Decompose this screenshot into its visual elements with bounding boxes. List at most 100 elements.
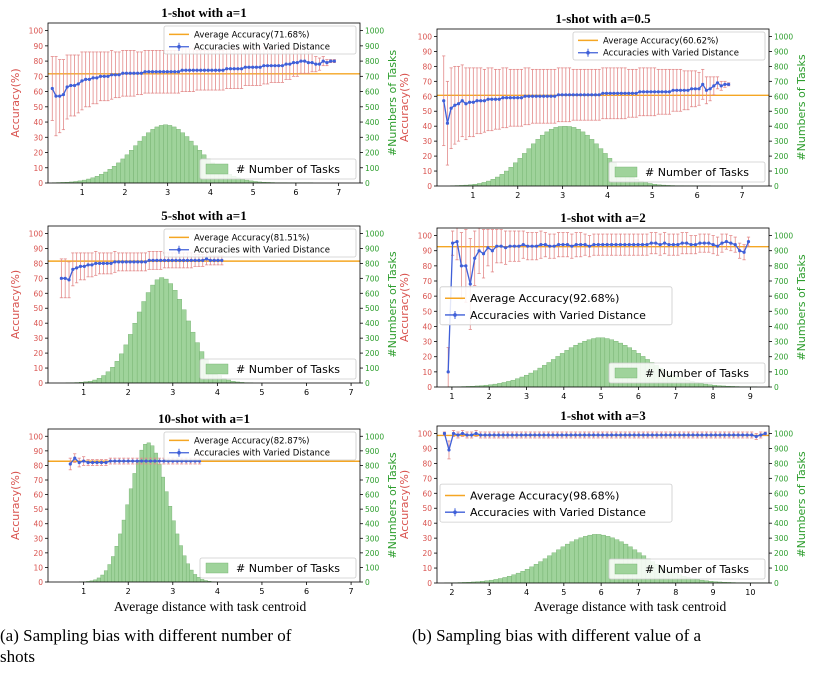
y-tick-label: 60 xyxy=(33,88,43,97)
y2-tick-label: 800 xyxy=(365,259,380,268)
accuracy-point xyxy=(153,459,157,463)
accuracy-point xyxy=(98,74,103,78)
y-tick-label: 50 xyxy=(33,505,43,514)
accuracy-point xyxy=(700,433,704,437)
y2-tick-label: 1000 xyxy=(774,232,793,241)
histogram-bar xyxy=(598,148,604,186)
accuracy-point xyxy=(258,65,262,69)
histogram-bar xyxy=(559,353,565,387)
accuracy-point xyxy=(72,83,77,88)
histogram-bar xyxy=(101,375,107,383)
accuracy-point xyxy=(78,264,83,268)
accuracy-markers xyxy=(68,456,202,466)
accuracy-point xyxy=(451,241,455,245)
accuracy-point xyxy=(713,433,718,437)
accuracy-point xyxy=(542,94,546,98)
accuracy-point xyxy=(68,462,72,466)
accuracy-point xyxy=(539,243,543,247)
accuracy-point xyxy=(451,431,456,436)
accuracy-point xyxy=(157,459,162,463)
accuracy-point xyxy=(634,91,638,95)
accuracy-point xyxy=(727,433,731,437)
y2-tick-label: 0 xyxy=(774,383,779,392)
accuracy-point xyxy=(442,99,446,103)
x-tick-label: 1 xyxy=(81,587,86,596)
accuracy-point xyxy=(148,459,153,463)
legend-series-marker xyxy=(453,510,457,515)
accuracy-point xyxy=(527,94,531,98)
y2-tick-label: 500 xyxy=(774,107,789,116)
accuracy-point xyxy=(571,93,575,97)
accuracy-point xyxy=(750,433,754,437)
histogram-bar xyxy=(522,153,527,186)
accuracy-point xyxy=(82,459,86,463)
accuracy-point xyxy=(649,90,653,94)
accuracy-point xyxy=(654,241,658,245)
y2-tick-label: 800 xyxy=(774,459,789,468)
histogram-bar xyxy=(568,347,574,387)
x-tick-label: 7 xyxy=(636,588,641,597)
histogram-bar xyxy=(128,334,133,383)
y2-tick-label: 500 xyxy=(365,304,380,313)
accuracy-point xyxy=(251,65,255,69)
chart-title: 5-shot with a=1 xyxy=(161,208,246,223)
legend-bar-swatch xyxy=(614,367,638,379)
accuracy-point xyxy=(685,241,689,245)
accuracy-point xyxy=(512,244,517,248)
y2-tick-label: 700 xyxy=(365,274,380,283)
accuracy-point xyxy=(521,243,525,247)
accuracy-point xyxy=(325,61,329,65)
y2-tick-label: 400 xyxy=(365,520,380,529)
accuracy-point xyxy=(605,433,609,437)
y-tick-label: 20 xyxy=(33,149,43,158)
histogram-bar xyxy=(551,552,557,583)
accuracy-point xyxy=(208,258,212,262)
accuracy-point xyxy=(503,246,508,250)
accuracy-point xyxy=(623,91,627,95)
y-tick-label: 30 xyxy=(422,137,432,146)
accuracy-point xyxy=(556,243,561,247)
x-tick-label: 2 xyxy=(122,188,127,197)
histogram-bar xyxy=(193,574,198,582)
histogram-bar xyxy=(163,124,168,183)
accuracy-point xyxy=(608,91,612,95)
accuracy-point xyxy=(101,261,105,265)
x-tick-label: 6 xyxy=(695,191,700,200)
y2-tick-label: 100 xyxy=(365,563,380,572)
accuracy-point xyxy=(162,70,166,74)
y2-tick-label: 0 xyxy=(774,579,779,588)
x-tick-label: 5 xyxy=(650,191,655,200)
accuracy-point xyxy=(314,62,318,66)
y-tick-label: 40 xyxy=(33,520,43,529)
histogram-bar xyxy=(240,178,245,183)
x-tick-label: 7 xyxy=(336,188,341,197)
legend-bottom: # Number of Tasks xyxy=(199,158,357,180)
accuracy-point xyxy=(140,260,144,264)
y-tick-label: 70 xyxy=(422,77,432,86)
histogram-bar xyxy=(493,579,499,583)
y2-tick-label: 1000 xyxy=(774,32,793,41)
y2-tick-label: 200 xyxy=(365,149,380,158)
y-tick-label: 60 xyxy=(422,489,432,498)
accuracy-point xyxy=(601,243,605,247)
accuracy-point xyxy=(582,433,587,437)
accuracy-point xyxy=(718,433,722,437)
plot-frame xyxy=(436,425,770,584)
y-tick-label: 0 xyxy=(427,579,432,588)
histogram-bar xyxy=(132,322,138,383)
y-tick-label: 80 xyxy=(422,262,432,271)
accuracy-point xyxy=(579,243,583,247)
accuracy-series-line xyxy=(443,81,729,124)
histogram-bar xyxy=(196,577,201,582)
y2-tick-label: 200 xyxy=(365,549,380,558)
accuracy-point xyxy=(510,433,514,437)
histogram-bar xyxy=(515,572,521,583)
accuracy-point xyxy=(579,93,583,97)
histogram-bar xyxy=(574,539,579,583)
y-tick-label: 70 xyxy=(33,72,43,81)
y-tick-label: 50 xyxy=(33,103,43,112)
y2-tick-label: 900 xyxy=(774,47,789,56)
histogram-bar xyxy=(176,129,181,183)
chart-panel-2: 1-shot with a=0.51 2 3 4 5 6 70102030405060708… xyxy=(398,11,808,200)
accuracy-point xyxy=(542,433,546,437)
